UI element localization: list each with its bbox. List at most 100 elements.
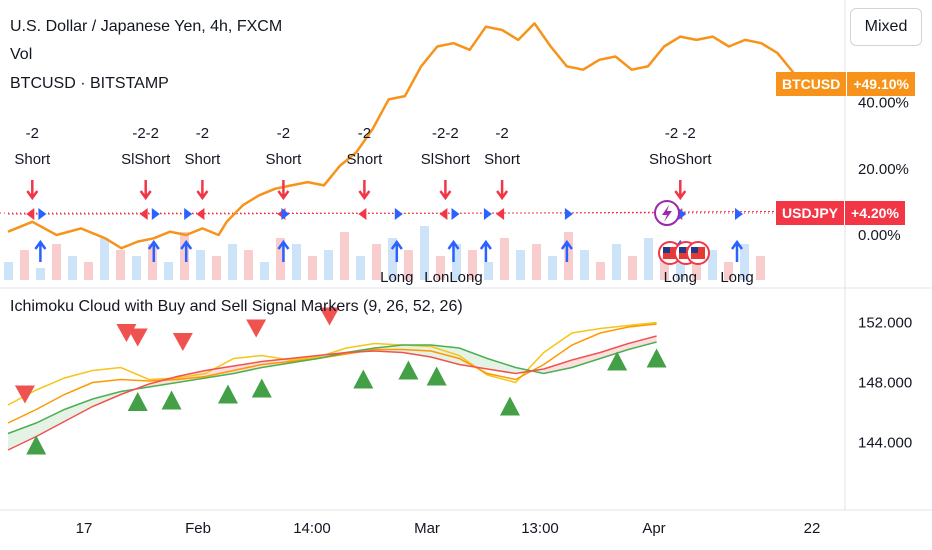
- compare-symbol-label[interactable]: BTCUSD · BITSTAMP: [10, 75, 169, 92]
- btcusd-price-badge: BTCUSD +49.10%: [776, 72, 916, 96]
- volume-bar: [244, 250, 253, 280]
- x-tick-label: Feb: [185, 520, 211, 537]
- volume-bar: [388, 238, 397, 280]
- volume-bar: [564, 232, 573, 280]
- sell-arrow: [496, 180, 509, 201]
- volume-bar: [116, 250, 125, 280]
- volume-bar: [212, 256, 221, 280]
- buy-triangle-marker: [26, 435, 47, 455]
- usdjpy-badge-symbol: USDJPY: [776, 201, 845, 225]
- sell-arrow: [358, 180, 371, 201]
- x-tick-label: 14:00: [293, 520, 331, 537]
- sell-signal-label: SlShort: [421, 151, 471, 168]
- volume-bar: [708, 250, 717, 280]
- buy-triangle-marker: [426, 366, 447, 386]
- volume-bar: [532, 244, 541, 280]
- sell-marker: [358, 208, 367, 220]
- volume-bar: [68, 256, 77, 280]
- buy-arrow: [34, 239, 47, 262]
- buy-arrow: [447, 239, 460, 262]
- volume-bar: [548, 256, 557, 280]
- senkou-span-b-line: [7, 335, 657, 451]
- volume-bar: [308, 256, 317, 280]
- volume-bar: [756, 256, 765, 280]
- sell-signal-value: -2-2: [132, 125, 159, 142]
- volume-bar: [612, 244, 621, 280]
- volume-bar: [52, 244, 61, 280]
- buy-triangle-marker: [398, 360, 419, 380]
- buy-signal-label: Long: [380, 269, 413, 286]
- buy-marker: [564, 208, 573, 220]
- sell-triangle-marker: [14, 385, 35, 404]
- buy-triangle-marker: [499, 396, 520, 416]
- btcusd-series-line: [7, 22, 795, 250]
- buy-marker: [678, 208, 687, 220]
- volume-bar: [340, 232, 349, 280]
- volume-bar: [404, 250, 413, 280]
- buy-triangle-marker: [161, 390, 182, 410]
- buy-marker: [38, 208, 47, 220]
- buy-arrow: [180, 239, 193, 262]
- sell-triangle-marker: [319, 307, 340, 326]
- sell-signal-value: -2: [26, 125, 39, 142]
- volume-bar: [420, 226, 429, 280]
- volume-bar: [324, 250, 333, 280]
- buy-signal-label: LonLong: [424, 269, 482, 286]
- chart-title: U.S. Dollar / Japanese Yen, 4h, FXCM: [10, 18, 283, 35]
- volume-bar: [36, 268, 45, 280]
- volume-bar: [20, 250, 29, 280]
- flag-canton: [679, 247, 686, 253]
- sell-signal-value: -2: [495, 125, 508, 142]
- buy-signal-label: Long: [720, 269, 753, 286]
- x-tick-label: Apr: [642, 520, 665, 537]
- volume-bar: [692, 256, 701, 280]
- y-tick-label: 144.000: [858, 435, 912, 452]
- volume-bar: [100, 238, 109, 280]
- buy-marker: [483, 208, 492, 220]
- volume-bar: [84, 262, 93, 280]
- sell-signal-value: -2: [196, 125, 209, 142]
- sell-arrow: [196, 180, 209, 201]
- sell-signal-label: ShoShort: [649, 151, 712, 168]
- buy-arrow: [730, 239, 744, 262]
- volume-bar: [132, 256, 141, 280]
- volume-bar: [196, 250, 205, 280]
- buy-marker: [735, 208, 743, 220]
- ichimoku-cloud-segment: [600, 343, 629, 359]
- volume-bar: [452, 244, 461, 280]
- btcusd-badge-change: +49.10%: [846, 72, 916, 96]
- volume-bar: [228, 244, 237, 280]
- x-tick-label: 22: [804, 520, 821, 537]
- sell-arrow: [26, 180, 39, 201]
- volume-bar: [500, 238, 509, 280]
- flag-canton: [691, 247, 698, 253]
- y-tick-label: 152.000: [858, 315, 912, 332]
- sell-signal-label: Short: [484, 151, 521, 168]
- sell-arrow: [139, 180, 152, 201]
- scale-mode-button[interactable]: Mixed: [850, 8, 922, 46]
- volume-bar: [724, 262, 733, 280]
- volume-bar: [148, 244, 157, 280]
- sell-triangle-marker: [127, 328, 148, 347]
- volume-bar: [4, 262, 13, 280]
- sell-marker: [139, 208, 148, 220]
- volume-bar: [516, 250, 525, 280]
- volume-bar: [260, 262, 269, 280]
- volume-bar: [164, 262, 173, 280]
- sell-signal-label: Short: [14, 151, 51, 168]
- usdjpy-price-badge: USDJPY +4.20%: [776, 201, 905, 225]
- volume-bar: [436, 256, 445, 280]
- sell-signal-label: Short: [346, 151, 383, 168]
- buy-signal-label: Long: [664, 269, 697, 286]
- buy-marker: [281, 208, 290, 220]
- sell-signal-value: -2: [277, 125, 290, 142]
- sell-triangle-marker: [246, 319, 267, 338]
- sell-signal-value: -2 -2: [665, 125, 696, 142]
- sell-signal-value: -2: [358, 125, 371, 142]
- buy-triangle-marker: [353, 369, 374, 389]
- ichimoku-cloud-segment: [8, 423, 37, 450]
- senkou-span-a-line: [7, 341, 657, 435]
- volume-bar: [644, 238, 653, 280]
- ichimoku-cloud-segment: [628, 336, 657, 350]
